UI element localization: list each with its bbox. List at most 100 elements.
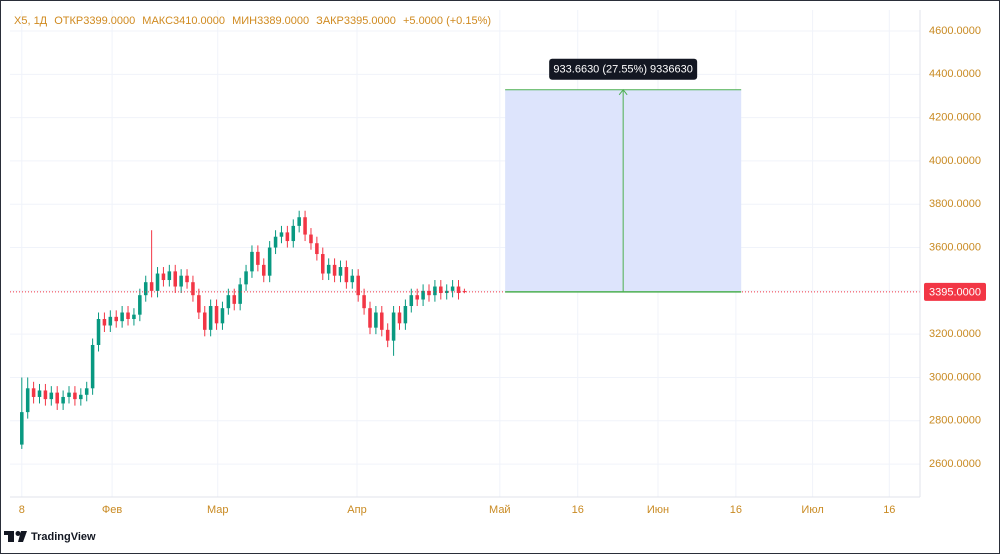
candle-body (73, 392, 77, 400)
candle-body (344, 267, 349, 283)
candle-body (191, 282, 195, 296)
candle-body (96, 319, 101, 345)
candle-body (37, 390, 42, 397)
candle-body (197, 295, 201, 313)
logo-shape (18, 531, 27, 542)
y-tick-label: 3000.0000 (929, 371, 981, 383)
candle-body (362, 295, 366, 309)
y-tick-label: 4200.0000 (929, 112, 981, 124)
y-tick-label: 3600.0000 (929, 241, 981, 253)
candle-body (226, 295, 231, 309)
candle-body (326, 264, 331, 274)
open-label: ОТКР (54, 15, 83, 27)
candle-body (161, 273, 166, 281)
candle-body (427, 290, 431, 296)
last-price-box (924, 282, 986, 301)
candle-body (444, 290, 449, 294)
candle-body (244, 271, 248, 285)
candle-body (49, 392, 54, 400)
candle-body (403, 306, 408, 324)
candle-body (350, 275, 355, 283)
candle-body (143, 282, 148, 296)
close-label: ЗАКР (316, 15, 344, 27)
candle-body (250, 251, 254, 272)
candle-body (155, 273, 160, 291)
open-value: 3399.0000 (83, 15, 135, 27)
x-tick-label: Май (489, 504, 511, 516)
candle-body (256, 251, 260, 265)
brand-logo[interactable]: TradingView (4, 531, 96, 543)
candle-body (297, 217, 301, 226)
candle-body (220, 308, 225, 324)
candle-body (138, 295, 142, 315)
candle-body (450, 286, 455, 291)
y-tick-label: 2600.0000 (929, 458, 981, 470)
high-label: МАКС (142, 15, 173, 27)
candle-body (421, 290, 425, 300)
legend-header: X5, 1Д ОТКР3399.0000 МАКС3410.0000 МИН33… (14, 15, 491, 27)
measure-arrow-head (618, 88, 628, 96)
low-value: 3389.0000 (257, 15, 309, 27)
y-tick-label: 2800.0000 (929, 415, 981, 427)
x-tick-label: Апр (347, 504, 366, 516)
candle-body (238, 284, 242, 304)
candle-body (391, 312, 396, 341)
change: +5.0000 (+0.15%) (403, 15, 491, 27)
candle-body (433, 286, 437, 296)
candle-body (338, 267, 343, 276)
candle-body (261, 264, 266, 276)
candle-body (108, 316, 113, 326)
candle-body (90, 344, 95, 389)
candle-body (385, 329, 390, 341)
y-tick-label: 4600.0000 (929, 25, 981, 37)
candle-body (214, 306, 219, 324)
candle-body (79, 394, 83, 400)
candle-body (409, 295, 414, 307)
candle-body (43, 390, 48, 400)
close-value: 3395.0000 (344, 15, 396, 27)
candle-body (291, 225, 296, 242)
x-tick-label: Июл (801, 504, 823, 516)
candle-body (321, 254, 325, 274)
last-price-label: 3395.0000 (929, 286, 981, 298)
candle-body (67, 392, 71, 397)
candle-body (167, 271, 172, 281)
candle-body (202, 312, 207, 330)
x-tick-label: 16 (572, 504, 584, 516)
candle-body (415, 295, 419, 300)
low-label: МИН (232, 15, 257, 27)
candle-body (439, 286, 443, 294)
candle-body (397, 312, 402, 324)
candle-body (368, 308, 372, 328)
candle-body (31, 388, 36, 397)
candle-body (356, 275, 360, 296)
y-tick-label: 3200.0000 (929, 328, 981, 340)
candle-body (279, 232, 284, 237)
candle-body (232, 295, 237, 304)
brand-text: TradingView (31, 531, 96, 543)
candle-body (120, 312, 124, 322)
candle-body (285, 232, 290, 242)
candle-body (102, 319, 107, 326)
candle-body (380, 312, 384, 330)
x-tick-label: Июн (647, 504, 669, 516)
candle-body (179, 275, 183, 287)
x-tick-label: 8 (19, 504, 25, 516)
candle-body (126, 312, 130, 320)
candle-body (315, 243, 319, 255)
candle-body (374, 312, 378, 328)
x-tick-label: 16 (883, 504, 895, 516)
symbol: X5, 1Д (14, 15, 48, 27)
y-tick-label: 4400.0000 (929, 68, 981, 80)
candle-body (173, 271, 178, 287)
high-value: 3410.0000 (173, 15, 225, 27)
candle-body (132, 314, 136, 320)
candle-body (114, 316, 118, 322)
measure-label: 933.6630 (27.55%) 9336630 (553, 64, 692, 76)
candle-body (185, 275, 189, 283)
candle-body (20, 412, 24, 445)
candle-body (149, 282, 154, 291)
candle-body (303, 217, 307, 235)
measure-label-box (549, 58, 698, 80)
